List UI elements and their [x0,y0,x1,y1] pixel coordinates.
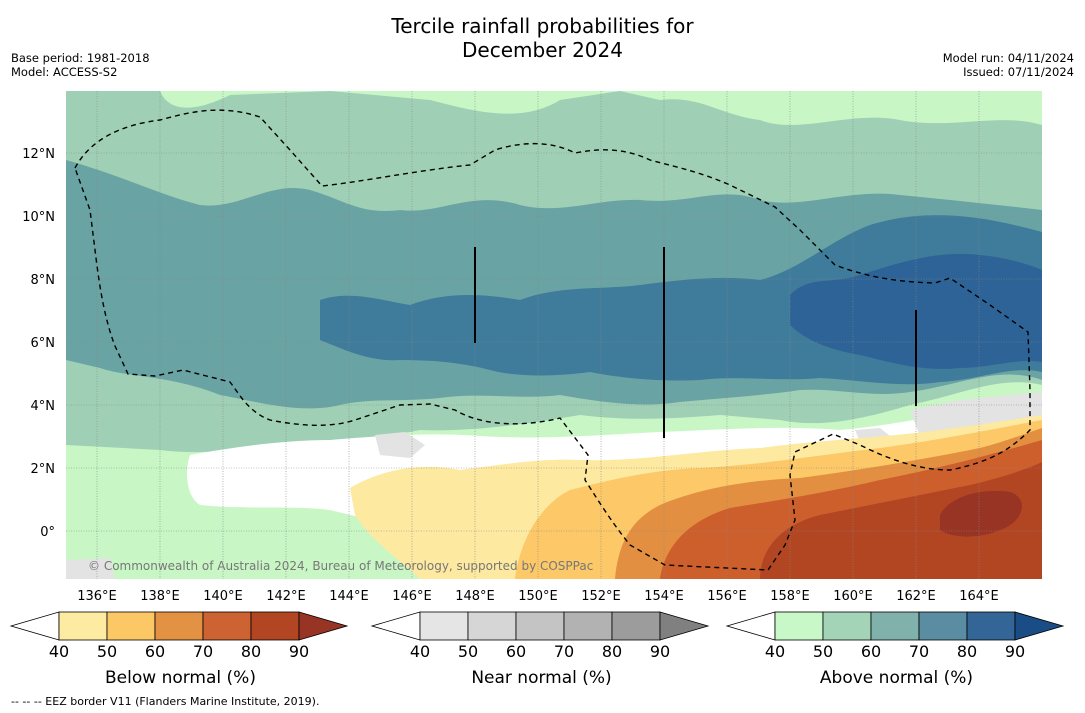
lat-label: 0° [40,525,55,540]
colorbar-near-ticks: 40 50 60 70 80 90 [372,642,717,662]
title-line-1: Tercile rainfall probabilities for [391,14,694,38]
chart-title: Tercile rainfall probabilities for Decem… [0,14,1085,62]
colorbar-swatch [419,611,469,641]
colorbar-swatch [870,611,920,641]
colorbar-above-ticks: 40 50 60 70 80 90 [727,642,1072,662]
colorbar-swatch [106,611,156,641]
colorbar-below-label: Below normal (%) [105,668,256,688]
colorbar-swatch [58,611,108,641]
model-name: Model: ACCESS-S2 [11,65,118,79]
meta-right: Model run: 04/11/2024 Issued: 07/11/2024 [943,51,1074,79]
tick-label: 80 [240,642,262,661]
tick-label: 40 [764,642,786,661]
lon-label: 148°E [455,589,495,604]
lat-label: 4°N [31,399,56,414]
colorbar-above-normal: 40 50 60 70 80 90 Above normal (%) [725,608,1072,698]
colorbar-below-normal: 40 50 60 70 80 90 Below normal (%) [9,608,356,698]
lon-label: 146°E [392,589,432,604]
colorbar-swatch [774,611,824,641]
map-fill [66,91,1042,579]
tick-label: 90 [649,642,671,661]
colorbar-swatch [822,611,872,641]
colorbar-swatch [515,611,565,641]
tick-label: 40 [409,642,431,661]
colorbar-above-label: Above normal (%) [819,668,974,688]
colorbar-near-normal: 40 50 60 70 80 90 Near normal (%) [370,608,717,698]
lon-label: 162°E [896,589,936,604]
lon-label: 160°E [833,589,873,604]
lon-label: 158°E [770,589,810,604]
lat-label: 8°N [31,273,56,288]
colorbar-swatch [611,611,661,641]
colorbar-swatch [154,611,204,641]
colorbar-above-swatches [725,611,1065,641]
colorbar-extend-max [1014,611,1065,641]
lat-label: 10°N [22,210,55,225]
issued-date: Issued: 07/11/2024 [963,65,1074,79]
region-below-90 [760,462,1042,579]
eez-footnote: -- -- -- EEZ border V11 (Flanders Marine… [11,695,320,708]
colorbar-swatch [250,611,300,641]
lon-label: 164°E [959,589,999,604]
lat-label: 6°N [31,336,56,351]
title-line-2: December 2024 [462,38,623,62]
colorbar-below-swatches [9,611,349,641]
map-grid [66,91,1042,579]
tick-label: 60 [505,642,527,661]
lon-labels: 136°E 138°E 140°E 142°E 144°E 146°E 148°… [77,589,999,604]
lon-label: 138°E [140,589,180,604]
colorbar-extend-max [659,611,710,641]
colorbar-near-label: Near normal (%) [471,668,612,688]
lat-label: 12°N [22,147,55,162]
tick-label: 70 [192,642,214,661]
colorbar-swatch [202,611,252,641]
colorbar-swatch [966,611,1016,641]
tick-label: 90 [288,642,310,661]
colorbar-extend-min [370,611,421,641]
colorbar-extend-min [725,611,776,641]
tick-label: 60 [144,642,166,661]
tick-label: 50 [457,642,479,661]
meta-left: Base period: 1981-2018 Model: ACCESS-S2 [11,51,150,79]
colorbar-swatch [467,611,517,641]
colorbar-below-ticks: 40 50 60 70 80 90 [11,642,356,662]
copyright-notice: © Commonwealth of Australia 2024, Bureau… [88,559,593,573]
tick-label: 40 [48,642,70,661]
tick-label: 70 [908,642,930,661]
region-near-50-a [375,432,425,458]
colorbar-extend-max [298,611,349,641]
colorbar-extend-min [9,611,60,641]
tick-label: 80 [601,642,623,661]
lon-label: 156°E [707,589,747,604]
model-run: Model run: 04/11/2024 [942,51,1074,65]
tick-label: 80 [956,642,978,661]
tick-label: 70 [553,642,575,661]
lon-label: 144°E [329,589,369,604]
lat-label: 2°N [31,462,56,477]
lon-label: 150°E [518,589,558,604]
eez-border [74,109,1031,571]
lon-label: 152°E [581,589,621,604]
colorbar-near-swatches [370,611,710,641]
tick-label: 50 [812,642,834,661]
colorbar-swatch [563,611,613,641]
boundary-lines [474,247,917,438]
lon-label: 140°E [203,589,243,604]
base-period: Base period: 1981-2018 [11,51,150,65]
lon-label: 136°E [77,589,117,604]
lon-label: 142°E [266,589,306,604]
region-below-90-core [940,490,1022,537]
colorbar-swatch [918,611,968,641]
tick-label: 60 [860,642,882,661]
tick-label: 50 [96,642,118,661]
region-near-50-d [66,558,115,579]
tick-label: 90 [1004,642,1026,661]
lat-labels: 12°N 10°N 8°N 6°N 4°N 2°N 0° [22,147,55,540]
lon-label: 154°E [644,589,684,604]
